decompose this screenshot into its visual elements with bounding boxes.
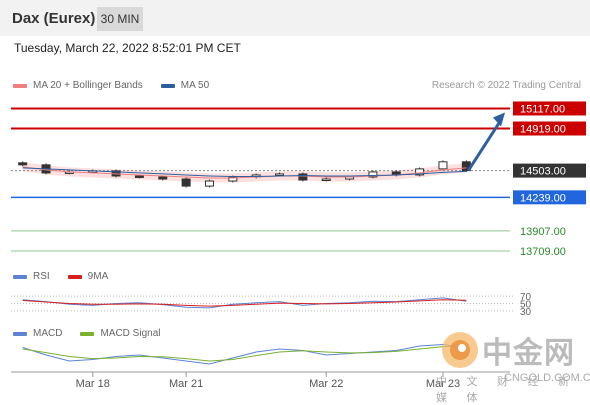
candle-body-0: [18, 162, 28, 166]
rsi-tick-0: 30: [520, 307, 532, 318]
candle-body-7: [181, 178, 191, 187]
ma50-line: [22, 167, 467, 177]
level-label-0: 15117.00: [520, 103, 565, 115]
watermark-brand: 中金网: [482, 336, 575, 371]
candle-body-13: [321, 178, 331, 182]
level-tag-1: [513, 121, 586, 136]
macd-legend: MACD MACD Signal: [13, 328, 160, 339]
rsi-swatch: [13, 274, 27, 279]
bollinger-band-area: [22, 162, 467, 183]
instrument-title: Dax (Eurex): [12, 10, 96, 27]
chart-timestamp: Tuesday, March 22, 2022 8:52:01 PM CET: [14, 41, 241, 55]
macd-legend-label: MACD: [33, 328, 63, 339]
watermark-logo-icon: [442, 332, 478, 368]
candle-body-15: [368, 171, 378, 178]
macd-signal-legend-label: MACD Signal: [100, 328, 161, 339]
level-tag-2: [513, 163, 586, 178]
rsi-series-line-1: [22, 299, 467, 307]
main-legend: MA 20 + Bollinger Bands MA 50: [13, 80, 209, 91]
x-tick-label-1: Mar 21: [169, 378, 203, 390]
ma50-legend-label: MA 50: [180, 80, 210, 91]
candle-body-12: [298, 173, 308, 181]
x-axis: Mar 18 Mar 21 Mar 22 Mar 23: [11, 371, 510, 390]
rsi-legend: RSI 9MA: [13, 271, 108, 282]
research-credit: Research © 2022 Trading Central: [431, 80, 581, 91]
chart-header: Dax (Eurex) 30 MIN: [0, 0, 590, 36]
level-label-4: 13907.00: [520, 226, 566, 238]
macd-signal-swatch: [80, 331, 95, 336]
rsi-tick-2: 70: [520, 292, 532, 303]
candle-body-5: [134, 175, 144, 178]
level-tag-0: [513, 101, 586, 116]
projection-arrow-head: [493, 112, 505, 127]
x-tick-label-3: Mar 23: [426, 378, 460, 390]
ma50-swatch: [160, 83, 175, 88]
rsi-series-line-0: [22, 297, 467, 309]
interval-selector[interactable]: 30 MIN: [97, 7, 143, 31]
rsi-legend-label: RSI: [33, 271, 50, 282]
level-label-2: 14503.00: [520, 166, 566, 178]
macd-series-line-1: [22, 345, 467, 362]
candle-body-11: [275, 173, 285, 176]
x-tick-label-2: Mar 22: [309, 378, 343, 390]
bollinger-swatch: [13, 83, 27, 88]
rsi-ma-swatch: [67, 274, 82, 279]
price-panel: 15117.00 14919.00 14503.00 14239.00 13907.00…: [11, 101, 586, 258]
candle-body-8: [204, 180, 214, 187]
watermark-domain: CNGOLD.COM.CN: [504, 372, 590, 384]
level-label-5: 13709.00: [520, 246, 566, 258]
rsi-tick-1: 50: [520, 300, 532, 311]
macd-swatch: [13, 331, 27, 336]
x-tick-label-0: Mar 18: [76, 378, 110, 390]
level-label-1: 14919.00: [520, 124, 566, 136]
bollinger-legend-label: MA 20 + Bollinger Bands: [33, 80, 143, 91]
level-tag-3: [513, 190, 586, 205]
candle-body-6: [158, 176, 168, 180]
projection-arrow-shaft: [467, 117, 504, 172]
macd-panel: [22, 343, 467, 365]
macd-series-line-0: [22, 343, 467, 365]
watermark: 中金网 中 文 财 经 新 媒 体 CNGOLD.COM.CN: [436, 328, 590, 404]
rsi-ma-legend-label: 9MA: [87, 271, 109, 282]
candle-body-18: [438, 161, 448, 170]
level-label-3: 14239.00: [520, 192, 566, 204]
